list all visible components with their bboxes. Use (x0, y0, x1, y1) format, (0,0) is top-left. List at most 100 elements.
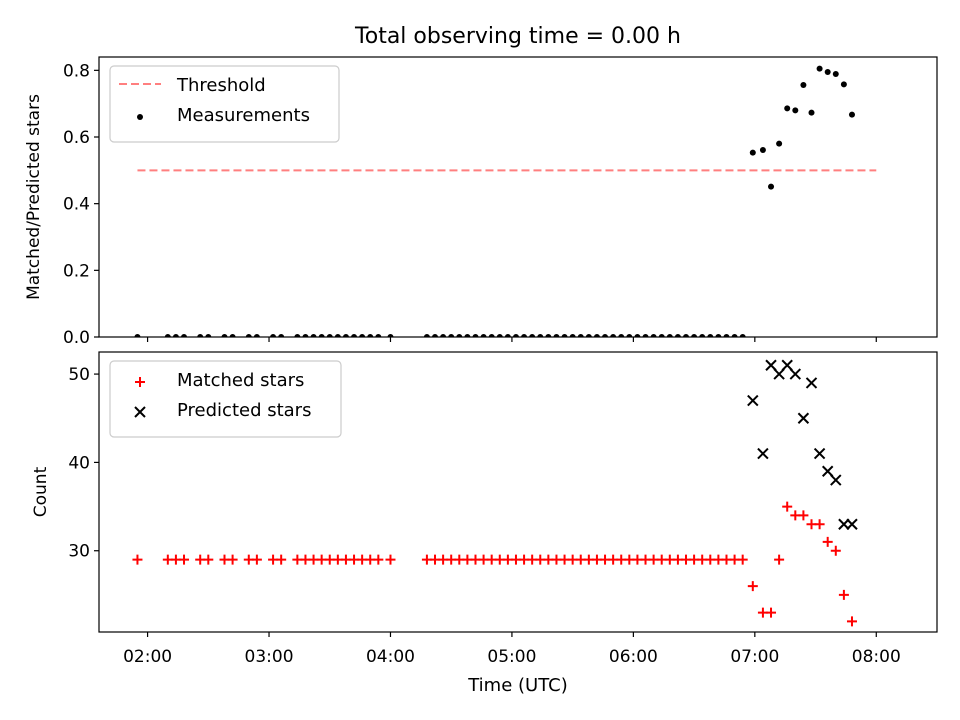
measurement-point (650, 334, 657, 337)
measurement-point (521, 334, 528, 337)
measurement-point (387, 334, 394, 337)
predicted-stars-point (789, 368, 802, 380)
x-tick-label: 07:00 (730, 647, 779, 667)
measurement-point (448, 334, 455, 337)
chart-title: Total observing time = 0.00 h (354, 24, 681, 49)
measurement-point (229, 334, 236, 337)
measurement-point (776, 140, 783, 147)
measurement-point (642, 334, 649, 337)
measurement-point (464, 334, 471, 337)
legend-matched-swatch (135, 377, 145, 387)
measurement-point (545, 334, 552, 337)
measurement-point (674, 334, 681, 337)
predicted-stars-point (747, 394, 759, 407)
measurement-point (432, 334, 439, 337)
legend-label: Threshold (176, 75, 266, 96)
matched-stars-point (814, 519, 825, 530)
y-tick-label: 0.6 (63, 128, 90, 148)
measurement-point (800, 82, 807, 88)
axes-frame (98, 56, 938, 338)
measurement-point (504, 334, 511, 337)
measurement-point (602, 334, 609, 337)
legend-label: Measurements (177, 105, 310, 126)
measurement-point (715, 334, 722, 337)
matched-stars-point (838, 589, 849, 600)
predicted-stars-point (838, 518, 850, 530)
measurement-point (759, 147, 766, 153)
legend-label: Predicted stars (177, 400, 311, 421)
measurement-point (577, 334, 584, 337)
matched-stars-point (766, 607, 777, 618)
measurement-point (164, 334, 171, 337)
measurement-point (318, 334, 325, 337)
x-tick-label: 08:00 (852, 647, 901, 667)
measurement-point (683, 334, 690, 337)
measurement-point (472, 334, 479, 337)
y-tick-label: 30 (68, 542, 90, 562)
measurement-point (808, 109, 815, 116)
measurement-point (792, 107, 799, 114)
measurement-point (456, 334, 463, 337)
predicted-stars-point (821, 465, 834, 477)
x-tick-label: 03:00 (245, 647, 294, 667)
measurement-point (512, 334, 519, 337)
measurement-point (848, 111, 855, 118)
measurement-point (496, 334, 503, 337)
measurement-point (569, 334, 576, 337)
measurement-point (585, 334, 592, 337)
y-tick-label: 50 (68, 365, 90, 385)
measurement-point (253, 334, 260, 337)
measurement-point (816, 65, 823, 72)
x-tick-label: 02:00 (123, 647, 172, 667)
predicted-stars-point (846, 518, 858, 530)
matched-stars-point (737, 554, 748, 565)
measurement-point (707, 334, 714, 337)
measurement-point (310, 334, 317, 337)
x-tick-label: 06:00 (609, 647, 658, 667)
measurement-point (840, 81, 847, 88)
measurement-point (731, 334, 738, 337)
measurement-point (134, 334, 141, 337)
matched-stars-point (822, 536, 833, 547)
matched-stars-point (251, 554, 262, 565)
top-panel: 0.0 0.2 0.4 0.6 0.8 Matched/Predicted stars Th… (24, 56, 938, 348)
x-axis-label: Time (UTC) (467, 675, 568, 696)
measurement-point (749, 149, 756, 156)
predicted-stars-point (797, 412, 810, 424)
measurement-point (334, 334, 341, 337)
measurement-point (181, 334, 188, 337)
predicted-stars-point (781, 359, 793, 371)
y-tick-label: 0.0 (63, 328, 90, 348)
predicted-stars-point (773, 368, 785, 380)
matched-stars-point (276, 554, 287, 565)
matched-stars-point (830, 545, 841, 556)
y-tick-label: 0.2 (63, 261, 90, 281)
measurement-point (440, 334, 447, 337)
legend: Matched stars Predicted stars (109, 360, 342, 438)
y-tick-label: 0.4 (63, 195, 90, 215)
measurement-point (561, 334, 568, 337)
measurement-point (367, 334, 374, 337)
measurement-point (824, 69, 831, 75)
measurement-point (553, 334, 560, 337)
measurement-point (197, 334, 204, 337)
axes-frame (98, 351, 938, 633)
measurement-point (699, 334, 706, 337)
measurement-point (294, 334, 301, 337)
matched-stars-point (179, 554, 190, 565)
predicted-stars-point (830, 474, 842, 486)
y-tick-label: 40 (68, 453, 90, 473)
matched-stars-point (373, 554, 384, 565)
measurement-point (375, 334, 382, 337)
matched-stars-point (132, 554, 143, 565)
bottom-panel: 30 40 50 02:00 03:00 04:00 05:00 06:00 07:00 08:0… (31, 351, 938, 667)
legend-predicted-swatch (134, 406, 146, 418)
matched-stars-point (846, 616, 857, 627)
measurement-point (658, 334, 665, 337)
y-tick-label: 0.8 (63, 61, 90, 81)
matched-stars-point (798, 510, 809, 521)
predicted-stars-point (813, 447, 826, 460)
measurement-point (359, 334, 366, 337)
measurement-point (302, 334, 309, 337)
predicted-stars-point (757, 447, 769, 460)
